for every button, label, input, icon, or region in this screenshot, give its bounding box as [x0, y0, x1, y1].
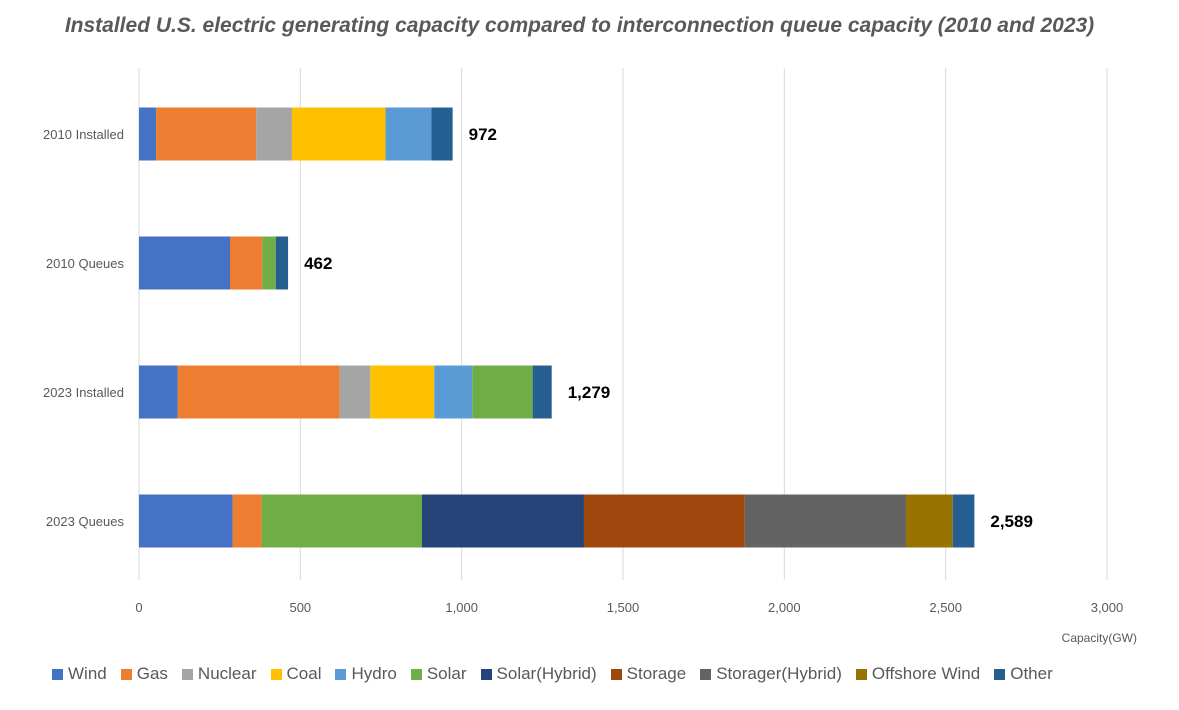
- bars: [139, 107, 975, 548]
- total-label: 1,279: [568, 383, 611, 402]
- legend-item: Solar: [410, 664, 467, 684]
- bar-segment-solar: [472, 365, 533, 419]
- legend-label: Offshore Wind: [871, 664, 981, 683]
- legend-swatch: [480, 668, 492, 680]
- category-label: 2010 Queues: [46, 256, 125, 271]
- bar-segment-other: [431, 107, 453, 161]
- legend-label: Gas: [136, 664, 168, 683]
- total-label: 2,589: [990, 512, 1033, 531]
- labels: 0 500 1,000 1,500 2,000 2,500 3,000 Capacity(GW…: [43, 125, 1137, 645]
- legend-item: Solar(Hybrid): [480, 664, 597, 684]
- legend-label: Wind: [68, 664, 107, 683]
- legend-item: Storager(Hybrid): [700, 664, 842, 684]
- bar-segment-coal: [291, 107, 386, 161]
- bar-segment-hydro: [434, 365, 473, 419]
- legend-label: Solar(Hybrid): [496, 664, 597, 683]
- bar-segment-coal: [370, 365, 435, 419]
- category-label: 2023 Queues: [46, 514, 125, 529]
- legend-item: Gas: [120, 664, 168, 684]
- legend-item: Storage: [610, 664, 687, 684]
- legend-item: Wind: [52, 664, 107, 684]
- bar-segment-nuclear: [339, 365, 371, 419]
- bar-segment-gas: [232, 494, 262, 548]
- bar-segment-nuclear: [256, 107, 292, 161]
- x-tick-label: 500: [289, 600, 311, 615]
- total-label: 462: [304, 254, 332, 273]
- x-tick-label: 1,500: [607, 600, 640, 615]
- bar-segment-wind: [139, 494, 233, 548]
- legend-label: Coal: [286, 664, 322, 683]
- bar-segment-other: [532, 365, 552, 419]
- legend-swatch: [181, 668, 193, 680]
- bar-segment-solar: [261, 494, 422, 548]
- legend-swatch: [120, 668, 132, 680]
- legend-label: Hydro: [351, 664, 397, 683]
- bar-segment-solar: [262, 236, 276, 290]
- legend-item: Hydro: [335, 664, 397, 684]
- bar-segment-gas: [177, 365, 340, 419]
- legend-swatch: [855, 668, 867, 680]
- legend-swatch: [610, 668, 622, 680]
- chart-title: Installed U.S. electric generating capac…: [64, 14, 1095, 37]
- total-label: 972: [469, 125, 497, 144]
- legend-swatch: [335, 668, 347, 680]
- bar-segment-wind: [139, 365, 178, 419]
- bar-segment-storage: [583, 494, 745, 548]
- bar-segment-wind: [139, 236, 230, 290]
- legend-label: Other: [1010, 664, 1053, 683]
- bar-segment-gas: [156, 107, 257, 161]
- category-label: 2023 Installed: [43, 385, 124, 400]
- legend-label: Nuclear: [197, 664, 257, 683]
- x-tick-label: 2,000: [768, 600, 801, 615]
- bar-segment-solar-hybrid-: [421, 494, 584, 548]
- legend-item: Coal: [270, 664, 322, 684]
- legend-label: Solar: [426, 664, 467, 683]
- legend-label: Storager(Hybrid): [716, 664, 842, 683]
- x-tick-label: 0: [135, 600, 142, 615]
- bar-segment-other: [952, 494, 975, 548]
- legend: Wind Gas Nuclear Coal Hydro Solar Solar(Hybrid…: [52, 664, 1067, 684]
- bar-segment-other: [275, 236, 289, 290]
- bar-segment-wind: [139, 107, 157, 161]
- legend-swatch: [270, 668, 282, 680]
- legend-swatch: [994, 668, 1006, 680]
- legend-item: Other: [994, 664, 1053, 684]
- bar-segment-offshore-wind: [905, 494, 953, 548]
- chart-plot: 0 500 1,000 1,500 2,000 2,500 3,000 Capacity(GW…: [43, 68, 1137, 645]
- legend-swatch: [700, 668, 712, 680]
- category-label: 2010 Installed: [43, 127, 124, 142]
- legend-item: Nuclear: [181, 664, 257, 684]
- bar-segment-gas: [229, 236, 263, 290]
- bar-segment-hydro: [385, 107, 432, 161]
- legend-swatch: [410, 668, 422, 680]
- x-tick-label: 3,000: [1091, 600, 1124, 615]
- bar-segment-storager-hybrid-: [744, 494, 906, 548]
- legend-label: Storage: [626, 664, 687, 683]
- legend-swatch: [52, 668, 63, 680]
- x-tick-label: 2,500: [929, 600, 962, 615]
- legend-item: Offshore Wind: [855, 664, 981, 684]
- x-tick-label: 1,000: [445, 600, 478, 615]
- x-axis-title: Capacity(GW): [1062, 631, 1137, 645]
